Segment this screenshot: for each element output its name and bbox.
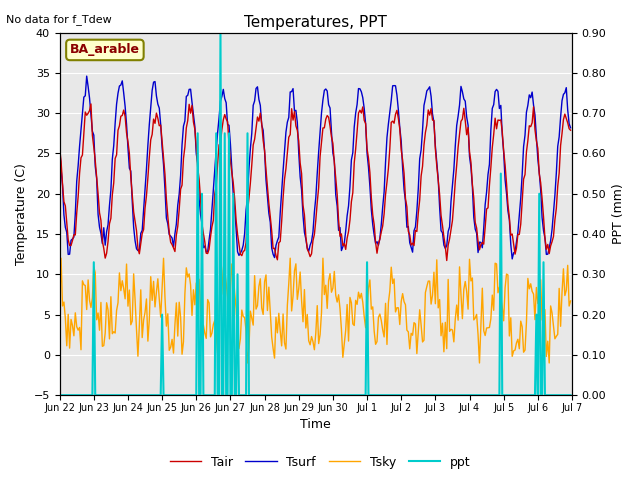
Text: No data for f_Tdew: No data for f_Tdew: [6, 14, 112, 25]
Text: BA_arable: BA_arable: [70, 43, 140, 57]
Y-axis label: PPT (mm): PPT (mm): [612, 183, 625, 244]
X-axis label: Time: Time: [300, 419, 331, 432]
Legend: Tair, Tsurf, Tsky, ppt: Tair, Tsurf, Tsky, ppt: [164, 451, 476, 474]
Title: Temperatures, PPT: Temperatures, PPT: [244, 15, 387, 30]
Y-axis label: Temperature (C): Temperature (C): [15, 163, 28, 265]
